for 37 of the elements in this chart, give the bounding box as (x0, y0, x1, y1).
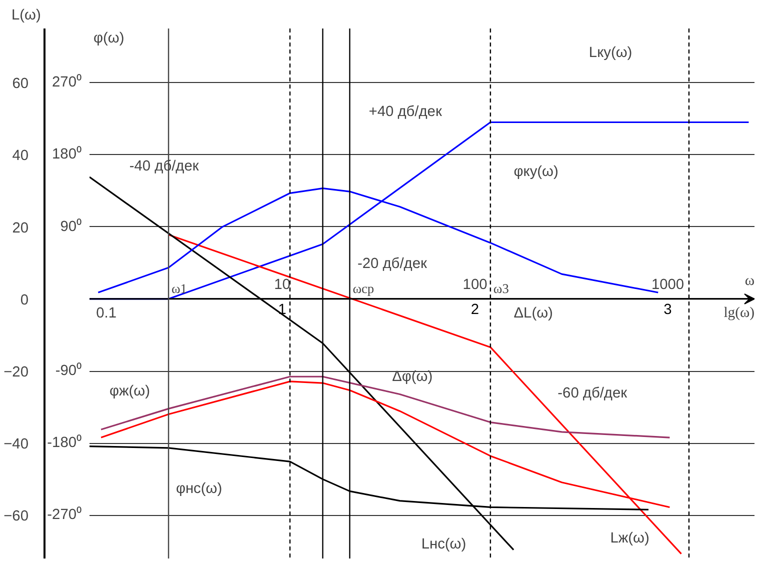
x2-axis-title: ω (744, 272, 755, 289)
annotation: 0.1 (96, 305, 117, 322)
annotation: Lнс(ω) (421, 536, 466, 553)
y-tick-label: 60 (12, 76, 29, 92)
x2-tick-label: 1000 (651, 276, 684, 293)
ref-line-label: ωср (352, 280, 374, 296)
y2-tick-label: 270⁰ (52, 74, 82, 91)
annotation: -60 дб/дек (558, 386, 628, 402)
ref-line-label: ω1 (172, 280, 187, 296)
y2-tick-label: -90⁰ (55, 362, 82, 380)
y2-tick-label: -270⁰ (47, 506, 82, 524)
annotation: Lж(ω) (610, 530, 650, 546)
y2-tick-label: 90⁰ (60, 218, 82, 235)
x-tick-label: 2 (470, 302, 480, 318)
y2-axis-title: φ(ω) (94, 30, 124, 46)
y-tick-label: 40 (12, 148, 29, 164)
annotation: φж(ω) (109, 384, 150, 400)
x2-tick-label: 10 (274, 276, 290, 293)
y2-tick-label: 180⁰ (52, 146, 82, 163)
annotation: ΔL(ω) (514, 306, 553, 322)
annotation: +40 дб/дек (368, 104, 442, 120)
y-tick-label: 20 (12, 220, 29, 236)
annotation: -20 дб/дек (357, 256, 428, 272)
annotation: Lку(ω) (588, 44, 632, 61)
annotation: Δφ(ω) (392, 369, 433, 386)
y-tick-label: −40 (4, 436, 29, 453)
y2-tick-label: -180⁰ (47, 434, 82, 452)
annotation: φнс(ω) (176, 481, 222, 498)
x-tick-label: 3 (664, 302, 672, 318)
y-axis-title: L(ω) (12, 8, 41, 24)
y-tick-label: −20 (4, 364, 29, 381)
ref-line-label: ω3 (493, 280, 510, 296)
x2-tick-label: 100 (462, 276, 488, 293)
annotation: φку(ω) (514, 164, 558, 180)
y-tick-label: −60 (4, 508, 29, 525)
x-axis-title: lg(ω) (724, 304, 755, 321)
y-tick-label: 0 (20, 292, 29, 308)
